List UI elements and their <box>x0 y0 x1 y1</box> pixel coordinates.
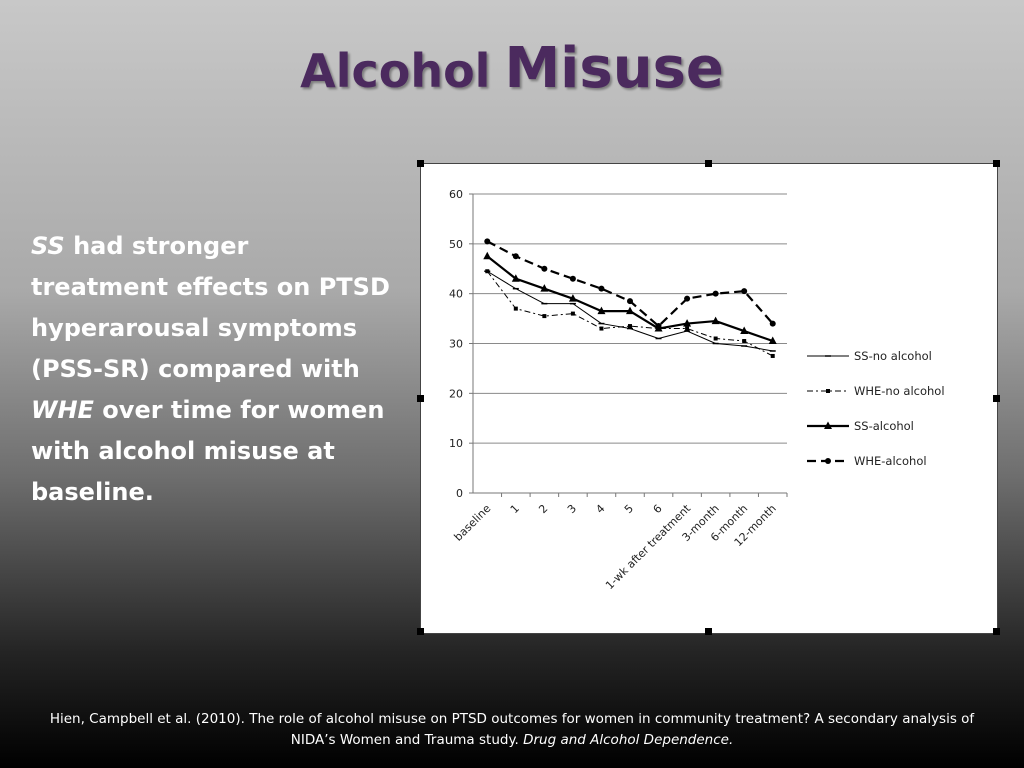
y-tick-label: 10 <box>449 437 463 450</box>
data-point <box>685 326 690 331</box>
resize-handle-bottom-middle[interactable] <box>705 628 712 635</box>
title-word-alcohol: Alcohol <box>300 44 491 98</box>
data-point <box>683 319 692 327</box>
legend-item: SS-no alcohol <box>807 349 932 363</box>
data-point <box>768 336 777 345</box>
legend-label: SS-alcohol <box>854 419 914 433</box>
data-point <box>540 284 549 292</box>
y-tick-label: 20 <box>449 387 463 400</box>
slide-title: Alcohol Misuse <box>0 36 1024 101</box>
resize-handle-top-middle[interactable] <box>705 160 712 167</box>
data-point <box>570 311 575 316</box>
data-point <box>711 316 720 325</box>
body-ss: SS <box>31 232 65 260</box>
body-middle: had stronger treatment effects on PTSD h… <box>31 232 390 383</box>
title-word-misuse: Misuse <box>504 36 724 101</box>
data-point <box>627 298 633 305</box>
legend-label: WHE-alcohol <box>854 454 927 468</box>
data-point <box>742 339 747 344</box>
data-point <box>712 290 719 297</box>
data-point <box>741 288 748 295</box>
y-tick-label: 50 <box>449 238 463 251</box>
x-tick-label: 3 <box>565 502 579 516</box>
x-tick-label: 1-wk after treatment <box>603 501 694 592</box>
legend-item: WHE-alcohol <box>807 454 927 468</box>
data-point <box>769 320 776 327</box>
resize-handle-top-right[interactable] <box>993 160 1000 167</box>
legend-item: WHE-no alcohol <box>807 384 945 398</box>
y-tick-label: 30 <box>449 338 463 351</box>
x-tick-label: 6 <box>651 502 665 516</box>
data-point <box>740 326 749 335</box>
y-tick-label: 40 <box>449 288 463 301</box>
resize-handle-middle-left[interactable] <box>417 395 424 402</box>
series-whe-alcohol <box>484 238 776 330</box>
data-point <box>770 353 775 358</box>
data-point <box>541 265 548 272</box>
resize-handle-middle-right[interactable] <box>993 395 1000 402</box>
legend-label: SS-no alcohol <box>854 349 932 363</box>
data-point <box>513 306 518 311</box>
body-end: over time for women with alcohol misuse … <box>31 396 385 506</box>
series-layer <box>483 238 777 358</box>
citation-text: Hien, Campbell et al. (2010). The role o… <box>49 711 975 748</box>
data-point <box>542 314 547 319</box>
data-point <box>512 253 519 260</box>
grid-layer <box>473 193 787 444</box>
y-tick-label: 60 <box>449 188 463 201</box>
data-point <box>825 458 831 464</box>
data-point <box>626 306 634 315</box>
data-point <box>597 306 606 315</box>
x-tick-label: baseline <box>452 502 494 544</box>
resize-handle-top-left[interactable] <box>417 160 424 167</box>
series-line <box>486 270 773 357</box>
data-point <box>684 295 691 302</box>
resize-handle-bottom-right[interactable] <box>993 628 1000 635</box>
body-whe: WHE <box>31 396 94 424</box>
data-point <box>483 251 492 260</box>
x-tick-label: 5 <box>622 502 636 516</box>
y-tick-label: 0 <box>456 487 463 500</box>
data-point <box>599 326 604 331</box>
data-point <box>598 285 605 292</box>
data-point <box>568 294 577 302</box>
data-point <box>628 324 632 329</box>
citation: Hien, Campbell et al. (2010). The role o… <box>40 709 984 751</box>
legend-label: WHE-no alcohol <box>854 384 945 398</box>
data-point <box>826 389 830 393</box>
chart-svg: 0 10 20 30 40 50 60 baseline 1 2 3 4 5 61-wk after tr… <box>449 188 945 592</box>
data-point <box>484 238 491 245</box>
series-ss-no-alcohol <box>484 270 776 352</box>
data-point <box>569 275 576 282</box>
series-ss-alcohol <box>483 251 777 345</box>
legend-item: SS-alcohol <box>807 419 914 433</box>
data-point <box>824 421 832 429</box>
resize-handle-bottom-left[interactable] <box>417 628 424 635</box>
chart-frame[interactable]: 0 10 20 30 40 50 60 baseline 1 2 3 4 5 6 1-wk after tr… <box>420 163 998 634</box>
data-point <box>713 336 718 341</box>
data-point <box>511 274 520 282</box>
data-point <box>655 323 662 330</box>
citation-journal: Drug and Alcohol Dependence. <box>523 732 734 748</box>
x-tick-label: 4 <box>593 502 607 516</box>
x-tick-label: 2 <box>536 502 550 516</box>
x-tick-label: 1 <box>508 502 522 516</box>
legend-layer: SS-no alcohol WHE-no alcohol SS-alcohol WHE… <box>807 349 945 468</box>
body-text: SS had stronger treatment effects on PTS… <box>31 226 391 513</box>
data-point <box>485 269 490 274</box>
